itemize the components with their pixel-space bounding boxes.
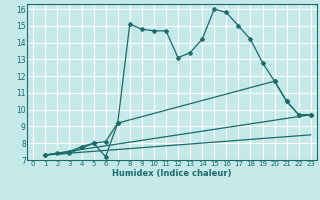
- X-axis label: Humidex (Indice chaleur): Humidex (Indice chaleur): [112, 169, 232, 178]
